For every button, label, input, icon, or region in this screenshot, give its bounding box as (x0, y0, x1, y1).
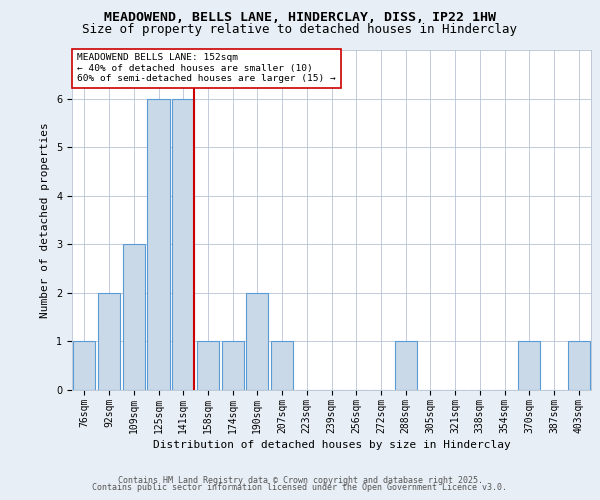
Text: Size of property relative to detached houses in Hinderclay: Size of property relative to detached ho… (83, 22, 517, 36)
Text: MEADOWEND, BELLS LANE, HINDERCLAY, DISS, IP22 1HW: MEADOWEND, BELLS LANE, HINDERCLAY, DISS,… (104, 11, 496, 24)
Bar (197, 342, 219, 390)
Bar (568, 342, 590, 390)
Text: Contains public sector information licensed under the Open Government Licence v3: Contains public sector information licen… (92, 484, 508, 492)
Text: Contains HM Land Registry data © Crown copyright and database right 2025.: Contains HM Land Registry data © Crown c… (118, 476, 482, 485)
Bar (246, 293, 268, 390)
Text: MEADOWEND BELLS LANE: 152sqm
← 40% of detached houses are smaller (10)
60% of se: MEADOWEND BELLS LANE: 152sqm ← 40% of de… (77, 54, 336, 83)
Bar (271, 342, 293, 390)
Bar (73, 342, 95, 390)
X-axis label: Distribution of detached houses by size in Hinderclay: Distribution of detached houses by size … (152, 440, 511, 450)
Y-axis label: Number of detached properties: Number of detached properties (40, 122, 50, 318)
Bar (221, 342, 244, 390)
Bar (148, 98, 170, 390)
Bar (395, 342, 417, 390)
Bar (518, 342, 541, 390)
Bar (122, 244, 145, 390)
Bar (98, 293, 120, 390)
Bar (172, 98, 194, 390)
